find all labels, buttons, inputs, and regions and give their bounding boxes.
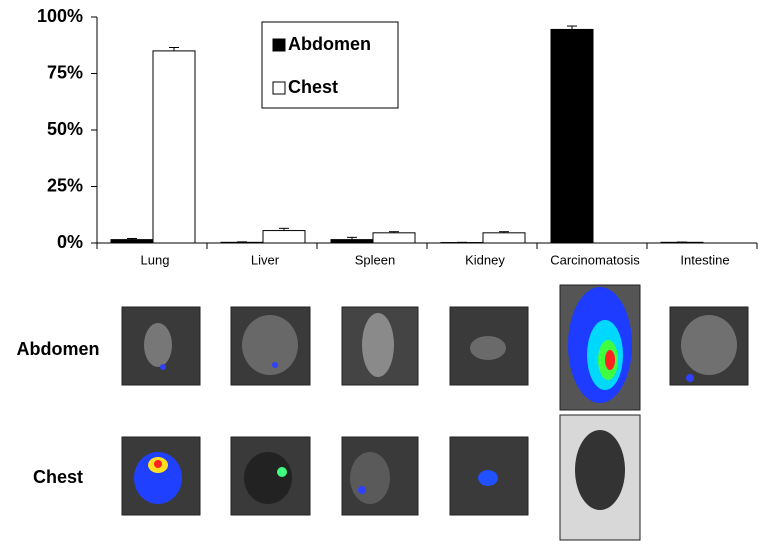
signal — [160, 364, 166, 370]
y-tick-label: 100% — [37, 6, 83, 26]
x-tick-label: Kidney — [465, 252, 505, 267]
organ — [350, 452, 390, 504]
image — [449, 436, 529, 516]
organ — [362, 313, 394, 377]
signal — [686, 374, 694, 382]
legend-label: Chest — [288, 77, 338, 97]
bar — [262, 230, 306, 244]
bar — [550, 28, 594, 244]
bar — [330, 239, 374, 244]
x-tick-label: Intestine — [680, 252, 729, 267]
x-tick-label: Spleen — [355, 252, 395, 267]
signal — [605, 350, 615, 370]
organ-images — [121, 284, 749, 541]
organ — [470, 336, 506, 360]
legend-swatch — [272, 81, 286, 95]
organ — [681, 315, 737, 375]
signal — [272, 362, 278, 368]
legend-swatch — [272, 38, 286, 52]
bar — [660, 241, 704, 244]
organ — [244, 452, 292, 504]
signal — [478, 470, 498, 486]
x-tick-label: Lung — [141, 252, 170, 267]
bar — [152, 50, 196, 244]
row-label: Chest — [33, 467, 83, 487]
signal — [358, 486, 366, 494]
x-tick-label: Carcinomatosis — [550, 252, 640, 267]
organ — [575, 430, 625, 510]
y-tick-label: 75% — [47, 62, 83, 82]
bar — [482, 232, 526, 244]
signal — [277, 467, 287, 477]
bar — [110, 239, 154, 244]
x-tick-label: Liver — [251, 252, 280, 267]
signal — [134, 452, 182, 504]
bar — [372, 232, 416, 244]
bar — [220, 241, 264, 244]
row-label: Abdomen — [17, 339, 100, 359]
signal — [154, 460, 162, 468]
y-tick-label: 25% — [47, 175, 83, 195]
organ — [242, 315, 298, 375]
y-tick-label: 50% — [47, 119, 83, 139]
organ — [144, 323, 172, 367]
legend-label: Abdomen — [288, 34, 371, 54]
y-tick-label: 0% — [57, 232, 83, 252]
